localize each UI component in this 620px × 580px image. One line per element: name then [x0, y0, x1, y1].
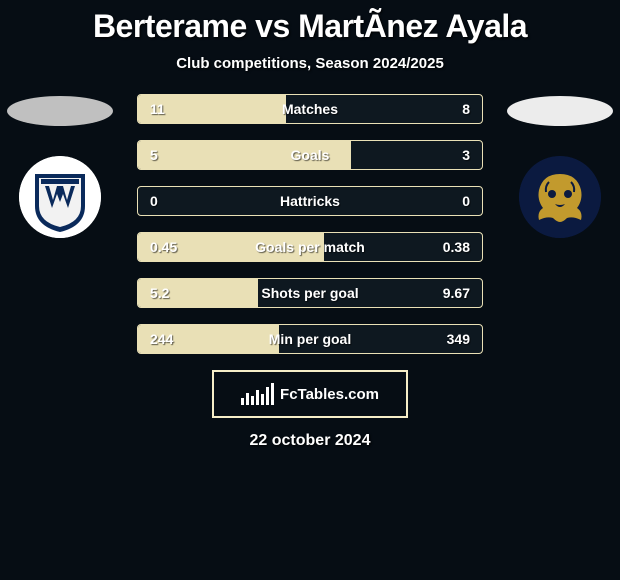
fctables-chart-icon — [241, 383, 274, 405]
stat-value-left: 0.45 — [150, 239, 177, 255]
comparison-body: 11 Matches 8 5 Goals 3 0 Hattricks 0 0.45 Goals pe… — [0, 94, 620, 354]
stat-value-right: 3 — [462, 147, 470, 163]
stat-value-left: 5.2 — [150, 285, 169, 301]
stat-row: 11 Matches 8 — [137, 94, 483, 124]
right-player-column — [500, 94, 620, 238]
stat-value-left: 0 — [150, 193, 158, 209]
brand-label: FcTables.com — [280, 386, 379, 403]
stat-value-right: 0.38 — [443, 239, 470, 255]
pumas-logo-icon — [519, 156, 601, 238]
stat-label: Shots per goal — [261, 285, 358, 301]
left-player-silhouette — [7, 96, 113, 126]
monterrey-logo-icon — [19, 156, 101, 238]
comparison-date: 22 october 2024 — [0, 432, 620, 450]
stat-label: Goals — [291, 147, 330, 163]
stat-value-left: 5 — [150, 147, 158, 163]
comparison-subtitle: Club competitions, Season 2024/2025 — [0, 55, 620, 72]
stat-row: 5 Goals 3 — [137, 140, 483, 170]
stat-row: 244 Min per goal 349 — [137, 324, 483, 354]
left-player-column — [0, 94, 120, 238]
stat-label: Hattricks — [280, 193, 340, 209]
stat-value-right: 9.67 — [443, 285, 470, 301]
right-club-logo — [519, 156, 601, 238]
stat-value-right: 0 — [462, 193, 470, 209]
stat-value-right: 349 — [447, 331, 470, 347]
stat-label: Min per goal — [269, 331, 351, 347]
stat-row: 0.45 Goals per match 0.38 — [137, 232, 483, 262]
right-player-silhouette — [507, 96, 613, 126]
comparison-title: Berterame vs MartÃ­nez Ayala — [0, 0, 620, 45]
left-club-logo — [19, 156, 101, 238]
stat-row: 0 Hattricks 0 — [137, 186, 483, 216]
stat-label: Matches — [282, 101, 338, 117]
stat-value-right: 8 — [462, 101, 470, 117]
stat-row: 5.2 Shots per goal 9.67 — [137, 278, 483, 308]
stat-label: Goals per match — [255, 239, 365, 255]
stat-value-left: 244 — [150, 331, 173, 347]
stat-bars: 11 Matches 8 5 Goals 3 0 Hattricks 0 0.45 Goals pe… — [137, 94, 483, 354]
stat-value-left: 11 — [150, 101, 165, 117]
branding-box: FcTables.com — [212, 370, 408, 418]
